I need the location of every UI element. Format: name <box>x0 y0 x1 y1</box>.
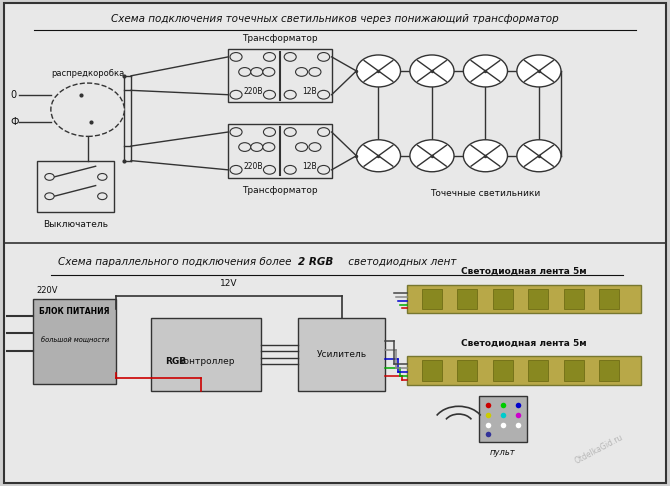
Bar <box>33 299 117 383</box>
Text: 2 RGB: 2 RGB <box>298 257 334 266</box>
Circle shape <box>230 52 242 61</box>
Circle shape <box>51 83 125 137</box>
Circle shape <box>318 90 330 99</box>
Text: пульт: пульт <box>490 448 516 456</box>
Text: 0: 0 <box>11 90 17 100</box>
Bar <box>407 285 641 313</box>
Circle shape <box>356 140 401 172</box>
Text: распредкоробка: распредкоробка <box>51 69 124 78</box>
Text: Схема параллельного подключения более: Схема параллельного подключения более <box>58 257 294 266</box>
Circle shape <box>284 90 296 99</box>
Circle shape <box>239 68 251 76</box>
Circle shape <box>45 193 54 200</box>
Bar <box>422 360 442 381</box>
Circle shape <box>263 165 275 174</box>
Circle shape <box>295 68 308 76</box>
Bar <box>407 356 641 384</box>
Circle shape <box>517 55 561 87</box>
Circle shape <box>251 143 263 152</box>
Bar <box>458 289 478 310</box>
Text: 12V: 12V <box>220 279 238 288</box>
Text: 220V: 220V <box>36 286 58 295</box>
Bar <box>298 318 385 391</box>
Circle shape <box>309 68 321 76</box>
Text: Схема подключения точечных светильников через понижающий трансформатор: Схема подключения точечных светильников … <box>111 14 559 24</box>
Circle shape <box>263 52 275 61</box>
Text: Светодиодная лента 5м: Светодиодная лента 5м <box>462 267 587 277</box>
Circle shape <box>230 165 242 174</box>
Text: Трансформатор: Трансформатор <box>242 35 318 43</box>
Circle shape <box>98 193 107 200</box>
Bar <box>599 289 619 310</box>
Text: 12В: 12В <box>302 87 317 96</box>
Text: контроллер: контроллер <box>178 357 234 366</box>
Text: Выключатель: Выключатель <box>44 220 109 229</box>
Circle shape <box>263 90 275 99</box>
Circle shape <box>251 68 263 76</box>
Circle shape <box>284 165 296 174</box>
Circle shape <box>318 128 330 137</box>
Bar <box>422 289 442 310</box>
Circle shape <box>464 55 507 87</box>
Bar <box>493 289 513 310</box>
Text: БЛОК ПИТАНИЯ: БЛОК ПИТАНИЯ <box>40 308 110 316</box>
Circle shape <box>356 55 401 87</box>
Text: Точечные светильники: Точечные светильники <box>430 189 541 198</box>
Bar <box>528 289 548 310</box>
Circle shape <box>230 128 242 137</box>
Circle shape <box>263 128 275 137</box>
Circle shape <box>98 174 107 180</box>
Circle shape <box>239 143 251 152</box>
Text: OtdelkaGid.ru: OtdelkaGid.ru <box>574 433 625 466</box>
Text: большой мощности: большой мощности <box>40 336 109 343</box>
Text: 220В: 220В <box>243 87 263 96</box>
Text: RGB: RGB <box>165 357 186 366</box>
Text: Трансформатор: Трансформатор <box>242 186 318 195</box>
Circle shape <box>464 140 507 172</box>
Bar <box>228 124 332 177</box>
Text: 220В: 220В <box>243 162 263 172</box>
Bar <box>228 49 332 103</box>
Circle shape <box>318 165 330 174</box>
Circle shape <box>284 52 296 61</box>
Circle shape <box>263 68 275 76</box>
Circle shape <box>410 55 454 87</box>
Circle shape <box>230 90 242 99</box>
Text: Светодиодная лента 5м: Светодиодная лента 5м <box>462 339 587 347</box>
Circle shape <box>318 52 330 61</box>
Bar <box>599 360 619 381</box>
Circle shape <box>45 174 54 180</box>
Bar <box>563 289 584 310</box>
Circle shape <box>295 143 308 152</box>
Bar <box>563 360 584 381</box>
Bar <box>479 396 527 442</box>
Bar <box>151 318 261 391</box>
Circle shape <box>309 143 321 152</box>
Text: Ф: Ф <box>11 117 19 127</box>
Text: 12В: 12В <box>302 162 317 172</box>
Bar <box>528 360 548 381</box>
Bar <box>493 360 513 381</box>
Circle shape <box>517 140 561 172</box>
Text: Усилитель: Усилитель <box>317 350 366 359</box>
Text: светодиодных лент: светодиодных лент <box>345 257 456 266</box>
Bar <box>458 360 478 381</box>
Circle shape <box>263 143 275 152</box>
Bar <box>38 160 115 211</box>
Circle shape <box>284 128 296 137</box>
Circle shape <box>410 140 454 172</box>
